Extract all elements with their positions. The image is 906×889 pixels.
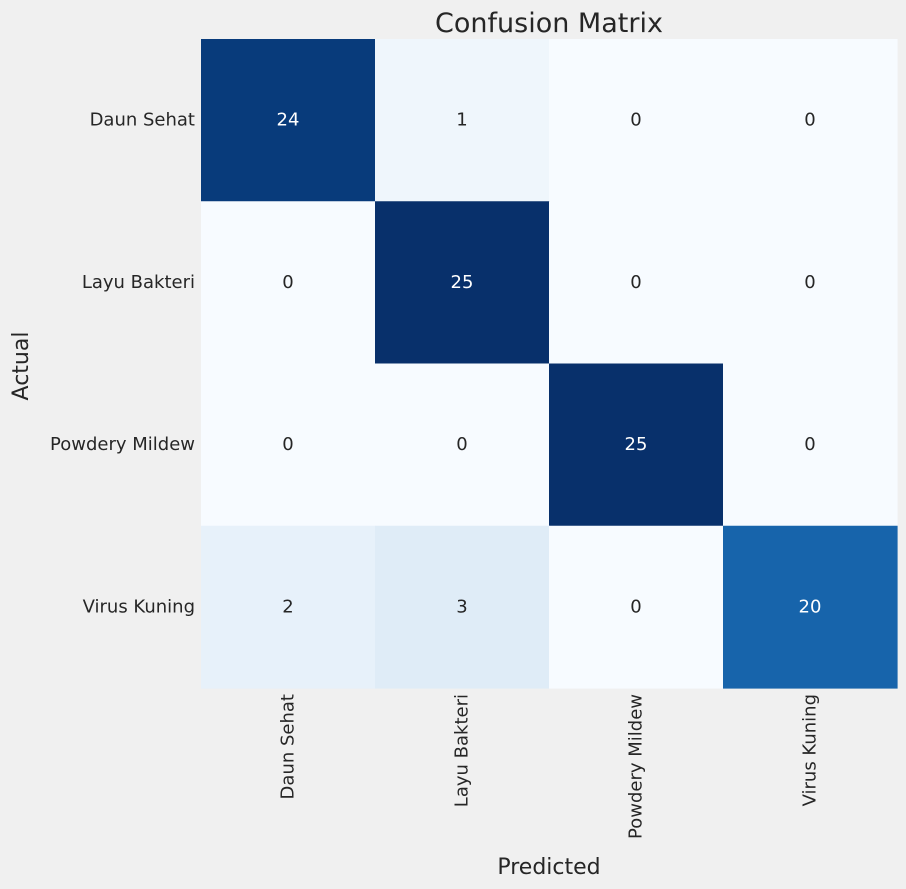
heatmap-cell [375,525,550,689]
cell-value-label: 25 [625,434,648,455]
cell-value-label: 0 [456,434,467,455]
x-tick-labels: Daun Sehat Layu Bakteri Powdery Mildew Viru… [278,694,821,839]
cell-value-label: 2 [282,596,293,617]
cell-value-label: 1 [456,110,467,131]
cell-value-label: 0 [804,110,815,131]
x-tick-label: Layu Bakteri [452,694,473,807]
heatmap-cell [549,525,724,689]
heatmap-cell [201,39,376,202]
heatmap-cell [375,39,550,202]
cell-value-label: 0 [282,272,293,293]
y-tick-label: Virus Kuning [83,596,195,617]
heatmap-cell [549,363,724,527]
cell-value-label: 20 [799,596,822,617]
cell-value-label: 3 [456,596,467,617]
heatmap-cell [201,525,376,689]
heatmap-cell [375,201,550,365]
cell-value-label: 25 [451,272,474,293]
heatmap-cell [723,39,898,202]
cell-value-label: 0 [804,434,815,455]
y-tick-label: Daun Sehat [90,110,195,131]
heatmap-cell [723,525,898,689]
y-tick-label: Layu Bakteri [82,272,195,293]
cell-value-label: 0 [630,110,641,131]
heatmap-cell [201,201,376,365]
y-tick-label: Powdery Mildew [50,434,195,455]
y-tick-labels: Daun Sehat Layu Bakteri Powdery Mildew Viru… [50,110,195,618]
cell-value-label: 24 [277,110,300,131]
x-tick-label: Daun Sehat [278,694,299,799]
x-axis-label: Predicted [497,855,600,880]
x-tick-label: Powdery Mildew [626,694,647,839]
cell-value-label: 0 [282,434,293,455]
cell-value-label: 0 [630,272,641,293]
x-tick-label: Virus Kuning [800,694,821,806]
heatmap-cell [201,363,376,527]
heatmap-cell [723,363,898,527]
y-axis-label: Actual [9,332,34,401]
heatmap-cell [549,201,724,365]
cell-value-label: 0 [630,596,641,617]
heatmap-cell [375,363,550,527]
chart-title: Confusion Matrix [435,8,663,39]
cell-value-label: 0 [804,272,815,293]
heatmap-cell [723,201,898,365]
heatmap-cells: 24 1 0 0 0 25 0 0 0 0 25 0 2 3 0 20 [201,39,898,689]
heatmap-cell [549,39,724,202]
